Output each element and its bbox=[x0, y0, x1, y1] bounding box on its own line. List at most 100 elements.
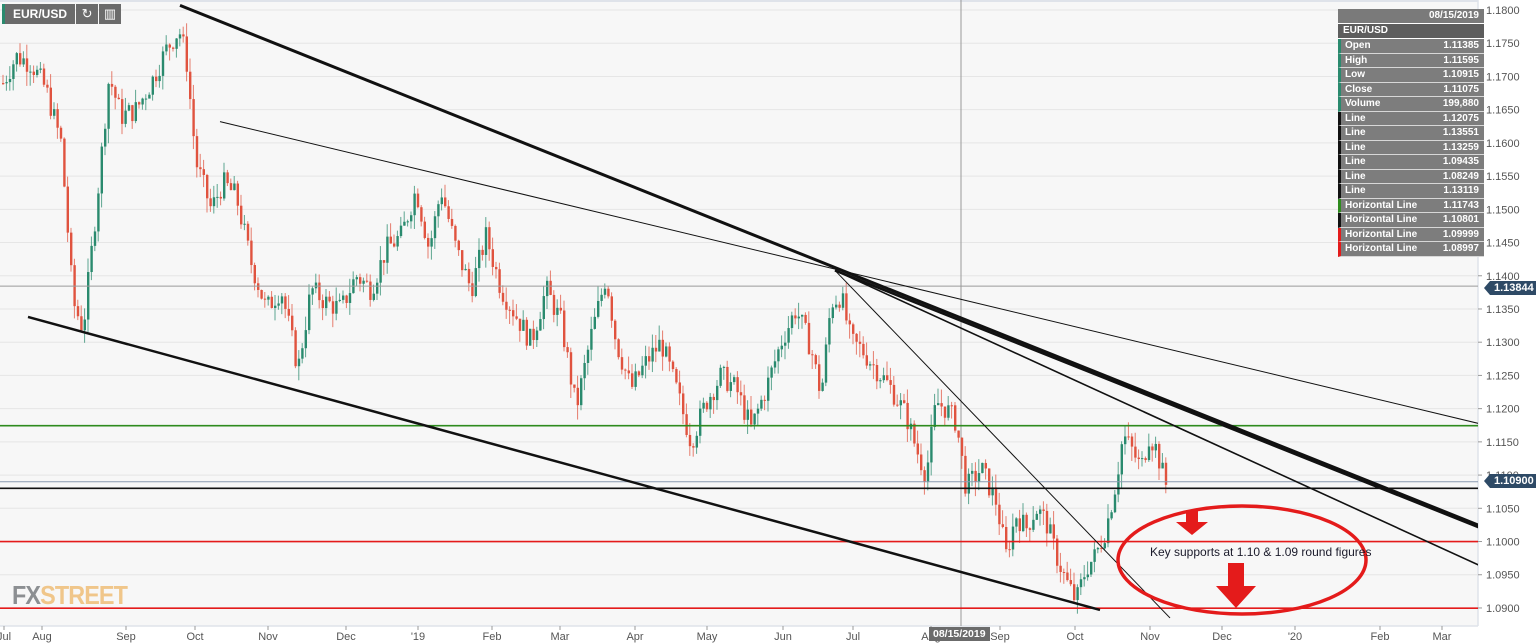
trendline[interactable] bbox=[834, 270, 1171, 619]
candle bbox=[97, 193, 100, 232]
candle bbox=[1090, 561, 1093, 575]
x-tick-label: Sep bbox=[116, 631, 136, 643]
candle bbox=[141, 98, 144, 105]
candle bbox=[852, 324, 855, 334]
trendline[interactable] bbox=[834, 269, 1536, 550]
trendline[interactable] bbox=[27, 315, 1101, 612]
x-tick-label: Nov bbox=[258, 631, 278, 643]
y-tick-label: 1.1150 bbox=[1486, 437, 1519, 449]
legend-row-label: Horizontal Line bbox=[1345, 228, 1418, 240]
candle bbox=[930, 426, 933, 463]
candle bbox=[138, 102, 141, 105]
candle bbox=[705, 402, 709, 410]
candle bbox=[998, 504, 1001, 525]
candle bbox=[195, 136, 199, 168]
candle bbox=[1086, 574, 1089, 578]
candle bbox=[36, 69, 39, 75]
candle bbox=[393, 243, 396, 247]
candle bbox=[889, 380, 892, 385]
candle bbox=[365, 280, 369, 282]
candle bbox=[682, 393, 685, 415]
legend-row-value: 1.08249 bbox=[1442, 170, 1479, 182]
candle bbox=[1062, 572, 1066, 574]
candle bbox=[1096, 547, 1100, 550]
trendline[interactable] bbox=[219, 121, 1536, 438]
legend-row-label: Open bbox=[1345, 40, 1371, 51]
candle bbox=[807, 322, 811, 355]
candle bbox=[260, 289, 263, 299]
symbol-button[interactable]: EUR/USD bbox=[2, 4, 76, 24]
candle bbox=[314, 282, 318, 289]
candle bbox=[1059, 565, 1062, 573]
candle bbox=[484, 227, 488, 255]
candle bbox=[304, 330, 307, 349]
candle bbox=[702, 402, 705, 409]
candle bbox=[828, 318, 831, 345]
candle bbox=[668, 346, 671, 362]
candle bbox=[471, 283, 474, 297]
y-tick-label: 1.0950 bbox=[1486, 570, 1520, 582]
candle bbox=[175, 38, 178, 49]
candle bbox=[335, 300, 338, 314]
candle bbox=[42, 68, 46, 85]
candle bbox=[739, 392, 743, 396]
candle bbox=[59, 127, 63, 139]
legend-row-value: 1.11385 bbox=[1443, 40, 1479, 51]
candle bbox=[110, 83, 114, 87]
candle bbox=[658, 339, 661, 352]
x-tick-label: '20 bbox=[1288, 631, 1302, 643]
candle bbox=[165, 44, 168, 52]
chart-type-icon[interactable]: ▥ bbox=[99, 4, 122, 24]
candle bbox=[688, 434, 692, 447]
candle bbox=[372, 293, 375, 300]
candle bbox=[960, 437, 964, 456]
trendline[interactable] bbox=[834, 269, 1536, 591]
candle bbox=[671, 361, 675, 370]
legend-row: Line 1.13259 bbox=[1338, 140, 1484, 155]
candle bbox=[627, 370, 630, 374]
support-annotation: Key supports at 1.10 & 1.09 round figure… bbox=[1150, 545, 1372, 559]
legend-row-label: Low bbox=[1345, 69, 1365, 80]
candle bbox=[964, 455, 967, 494]
candle bbox=[270, 296, 273, 308]
legend-row: Horizontal Line 1.08997 bbox=[1338, 242, 1484, 257]
candle bbox=[379, 260, 382, 283]
candle bbox=[620, 357, 624, 370]
refresh-icon[interactable]: ↻ bbox=[76, 4, 99, 24]
candle bbox=[811, 354, 814, 356]
candle bbox=[607, 288, 610, 297]
candle bbox=[981, 462, 984, 474]
candle bbox=[461, 250, 464, 271]
candle bbox=[1039, 509, 1042, 514]
candle bbox=[1073, 584, 1076, 601]
x-tick-label: '19 bbox=[411, 631, 425, 643]
candle bbox=[590, 328, 593, 350]
candle bbox=[824, 344, 828, 383]
candle bbox=[76, 306, 80, 317]
candle bbox=[481, 249, 484, 255]
candle bbox=[209, 198, 212, 207]
candle bbox=[967, 473, 970, 494]
candle bbox=[219, 196, 222, 199]
candle bbox=[202, 169, 205, 175]
y-tick-label: 1.1050 bbox=[1486, 503, 1520, 515]
candle bbox=[376, 282, 379, 294]
candle bbox=[610, 296, 613, 321]
candle bbox=[1042, 509, 1045, 511]
candle bbox=[841, 293, 845, 308]
candle bbox=[787, 328, 790, 343]
trendline[interactable] bbox=[179, 3, 1536, 548]
candle bbox=[1076, 587, 1079, 601]
candle bbox=[467, 268, 471, 284]
candle bbox=[155, 76, 158, 82]
candle bbox=[767, 377, 770, 401]
candle bbox=[93, 231, 97, 246]
legend-row-value: 199,880 bbox=[1442, 98, 1479, 109]
candle bbox=[454, 225, 457, 241]
candle bbox=[301, 348, 304, 359]
y-tick-label: 1.1000 bbox=[1486, 537, 1520, 549]
candle bbox=[926, 462, 930, 483]
candle bbox=[624, 369, 627, 371]
